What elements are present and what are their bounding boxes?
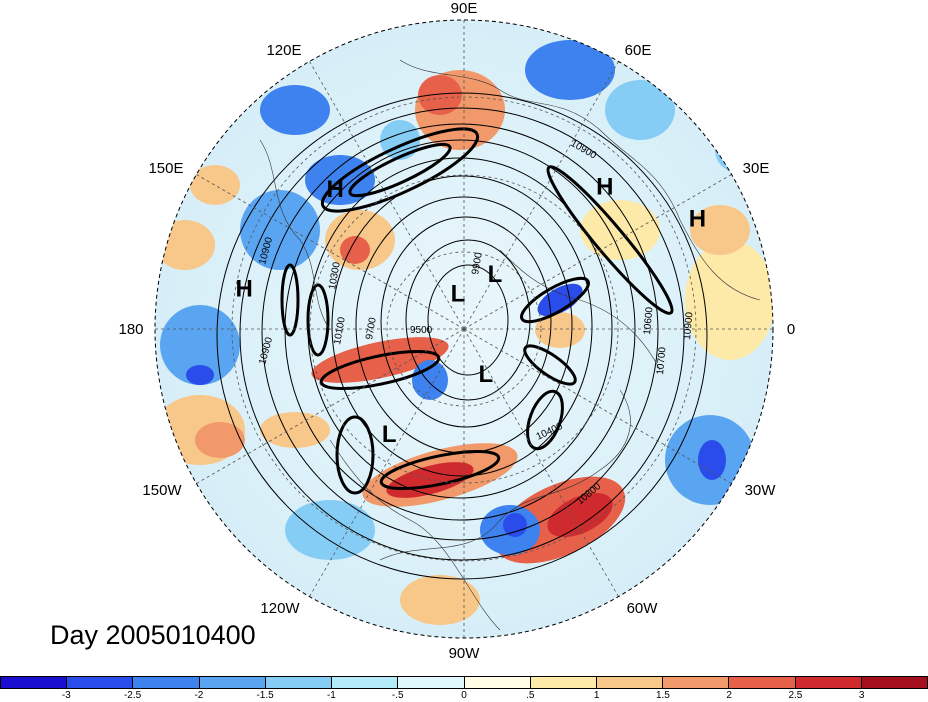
colorbar-tick-label: -1.5 [256,690,274,701]
colorbar-cell [663,677,730,688]
lon-label-60w: 60W [627,600,659,617]
coastlines [259,59,761,631]
contour-label: 10600 [642,306,655,335]
date-label: Day 2005010400 [50,620,256,650]
lon-label-150w: 150W [142,482,182,499]
colorbar-tick-label: -.5 [391,690,404,701]
colorbar-cell [67,677,134,688]
jet-streaks [280,127,674,495]
contour-label: 9900 [470,251,485,275]
contour-label: 9500 [410,325,433,336]
high-pressure-center: H [596,174,613,201]
contour-label: 10300 [327,261,343,291]
map-boundary [154,19,774,639]
lon-label-60e: 60E [625,42,652,59]
height-contours [216,92,708,580]
colorbar-cell [729,677,796,688]
colorbar-tick-label: 3 [858,690,865,701]
colorbar-cell [1,677,68,688]
colorbar-cell [530,677,597,688]
contour-label: 10900 [682,311,695,340]
colorbar-tick-label: 1 [593,690,600,701]
high-pressure-center: H [689,206,706,233]
colorbar-tick-label: -3 [61,690,71,701]
low-pressure-center: L [478,361,493,388]
contour-label: 9700 [364,316,379,340]
colorbar-tick-label: 1.5 [655,690,670,701]
high-pressure-center: H [327,176,344,203]
lon-label-0: 0 [787,321,795,338]
contour-label: 10700 [655,346,668,375]
colorbar-cell [795,677,862,688]
colorbar-cell [398,677,465,688]
polar-map: 10900 10300 9500 9900 9700 10100 10700 1… [118,0,795,660]
colorbar-tick-label: 0 [461,690,467,701]
colorbar-tick-label: -1 [326,690,336,701]
colorbar-tick-label: .5 [526,690,535,701]
high-pressure-center: H [236,276,253,303]
contour-label: 10100 [332,316,348,346]
low-pressure-center: L [488,261,503,288]
colorbar-cell [332,677,399,688]
colorbar-cell [265,677,333,688]
low-pressure-center: L [451,281,466,308]
colorbar-tick-label: -2.5 [123,690,142,701]
lon-label-150e: 150E [148,160,183,177]
graticule [231,96,697,562]
low-pressure-center: L [382,421,397,448]
lon-label-30e: 30E [743,160,770,177]
lon-label-180: 180 [118,321,143,338]
lon-label-90e: 90E [451,0,478,17]
colorbar [0,676,928,689]
colorbar-cell [861,677,928,688]
colorbar-tick-label: 2 [726,690,732,701]
lon-label-120w: 120W [260,600,300,617]
colorbar-tick-labels: -3 -2.5 -2 -1.5 -1 -.5 0 .5 1 1.5 2 2.5 3 [0,690,928,702]
lon-label-90w: 90W [449,645,481,660]
colorbar-cell [464,677,531,688]
longitude-labels: 90E 60E 30E 0 30W 60W 90W 120W 150W 180 … [118,0,795,660]
colorbar-cell [596,677,664,688]
lon-label-30w: 30W [745,482,777,499]
lon-label-120e: 120E [266,42,301,59]
colorbar-cell [133,677,200,688]
colorbar-cell [199,677,266,688]
colorbar-tick-label: -2 [194,690,204,701]
colorbar-tick-label: 2.5 [788,690,803,701]
